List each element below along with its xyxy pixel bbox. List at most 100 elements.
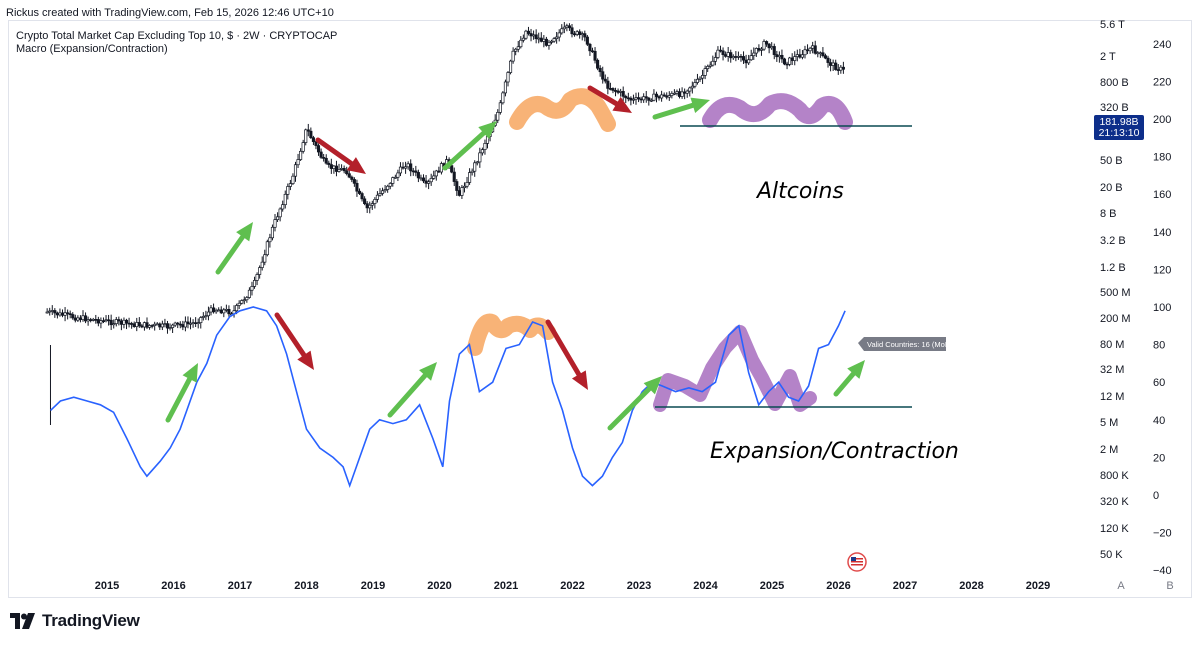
candle-body [836,69,840,71]
candle-body [724,54,728,57]
candle-body [593,50,597,61]
candle-body [665,95,669,98]
candle-body [562,26,566,30]
candle-body [48,310,52,313]
candle-body [706,66,710,69]
candle-body [672,92,676,95]
right-scale-label: 200 [1153,114,1171,126]
candle-body [460,187,464,196]
candle-body [260,261,264,268]
highlight-stroke [467,313,556,356]
candle-body [404,166,408,169]
candle-body [713,57,717,62]
candle-body [352,179,356,184]
candle-body [268,237,272,243]
candle-body [429,177,433,183]
candle-body [570,27,574,35]
arrow-shaft [652,102,696,120]
left-scale-label: 800 B [1100,77,1129,89]
candle-body [818,52,822,55]
candle-body [744,59,748,64]
candle-body [63,312,67,316]
candle-body [217,309,221,312]
left-scale-label: 50 K [1100,549,1123,561]
symbol-title[interactable]: Crypto Total Market Cap Excluding Top 10… [16,30,338,42]
candle-body [567,25,571,29]
candle-body [580,33,584,36]
candle-body [199,317,203,324]
candle-body [247,289,251,298]
candle-body [306,129,310,132]
candle-body [831,62,835,66]
candle-body [741,56,746,61]
candle-body [406,163,410,168]
candle-body [524,30,528,39]
candle-body [501,92,505,104]
candle-body [109,319,113,326]
candle-body [101,320,106,323]
right-scale-label: 220 [1153,76,1171,88]
candle-body [278,208,282,218]
arrow-shaft [315,137,354,167]
candle-body [355,182,359,192]
candle-body [629,97,633,101]
candle-body [752,52,756,57]
candle-body [50,310,54,312]
candle-body [299,150,303,160]
right-scale-label: 100 [1153,302,1171,314]
candle-body [565,25,569,28]
candle-body [455,181,459,191]
price-badge-value: 181.98B [1099,116,1138,128]
arrow-shaft [607,386,652,431]
indicator-title[interactable]: Macro (Expansion/Contraction) [16,43,168,55]
candle-body [675,91,679,94]
arrow-shaft [387,372,428,418]
candle-body [662,94,666,97]
candle-body [511,50,515,62]
candle-body [401,166,405,169]
candle-body [483,143,487,150]
left-scale-label: 500 M [1100,287,1131,299]
tradingview-logo-icon [10,613,35,629]
time-tick-label: 2017 [228,580,252,592]
candle-body [439,163,443,173]
left-scale-label: 80 M [1100,339,1124,351]
log-scale-button[interactable]: B [1166,580,1173,592]
auto-scale-button[interactable]: A [1117,580,1125,592]
candle-body [698,77,702,80]
candle-body [506,72,510,83]
candle-body [590,50,595,53]
candle-body [270,226,275,239]
candle-body [619,91,623,93]
us-flag-event-icon[interactable] [847,552,867,572]
candle-body [163,323,167,325]
candle-body [757,48,761,51]
candle-body [104,319,108,322]
candle-body [468,172,472,183]
candle-body [168,327,172,329]
highlight-stroke [653,325,817,412]
candle-body [427,181,431,184]
chart-credit: Rickus created with TradingView.com, Feb… [6,7,334,19]
candle-body [252,280,257,287]
candle-body [767,43,771,49]
candle-body [340,168,344,170]
candle-body [652,93,656,101]
candle-body [647,97,651,101]
candle-body [478,152,482,163]
arrow-shaft [165,376,193,423]
candle-body [224,308,228,311]
candle-body [532,34,536,37]
candle-body [575,31,579,35]
candle-body [708,64,712,67]
time-tick-label: 2029 [1026,580,1050,592]
candle-body [86,319,90,322]
candle-body [462,185,467,188]
candle-body [66,312,70,315]
tradingview-logo[interactable]: TradingView [10,611,140,631]
left-scale-label: 320 K [1100,496,1129,508]
candle-body [685,90,689,94]
candle-body [350,176,354,180]
chart-frame [8,20,1192,598]
